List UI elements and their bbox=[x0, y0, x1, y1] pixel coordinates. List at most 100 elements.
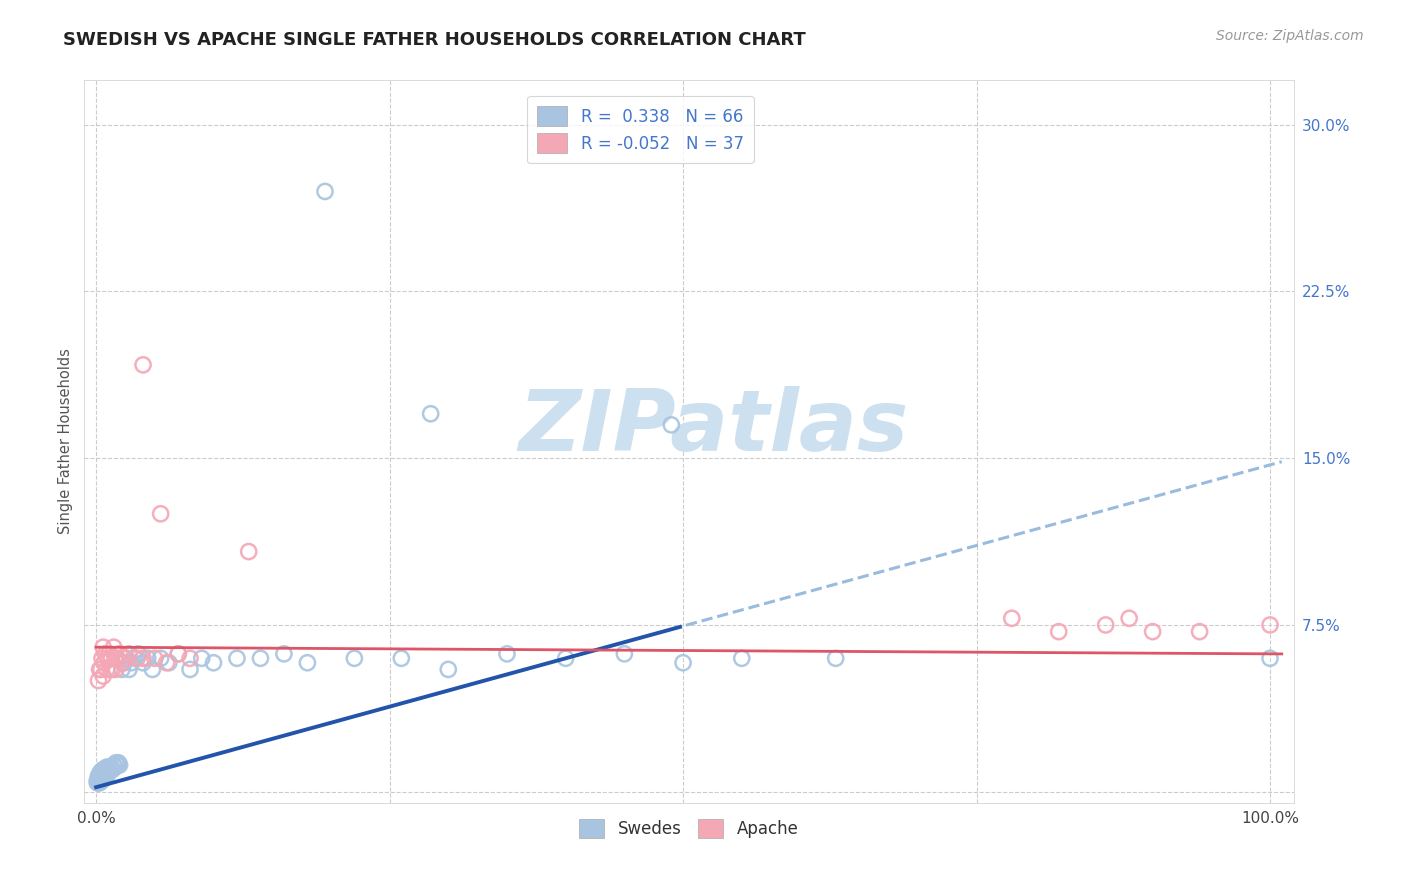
Point bbox=[108, 758, 131, 772]
Point bbox=[1258, 618, 1281, 632]
Point bbox=[89, 662, 111, 676]
Point bbox=[1001, 611, 1024, 625]
Text: Source: ZipAtlas.com: Source: ZipAtlas.com bbox=[1216, 29, 1364, 43]
Point bbox=[91, 773, 114, 788]
Point bbox=[202, 656, 225, 670]
Point bbox=[93, 763, 115, 777]
Text: SWEDISH VS APACHE SINGLE FATHER HOUSEHOLDS CORRELATION CHART: SWEDISH VS APACHE SINGLE FATHER HOUSEHOL… bbox=[63, 31, 806, 49]
Point bbox=[554, 651, 576, 665]
Point bbox=[190, 651, 212, 665]
Point bbox=[91, 764, 114, 779]
Point bbox=[496, 647, 519, 661]
Point bbox=[101, 763, 124, 777]
Point bbox=[238, 544, 260, 558]
Point bbox=[105, 756, 128, 770]
Point bbox=[91, 651, 114, 665]
Point bbox=[179, 651, 201, 665]
Point bbox=[91, 763, 114, 777]
Legend: Swedes, Apache: Swedes, Apache bbox=[572, 813, 806, 845]
Point bbox=[107, 756, 129, 770]
Point bbox=[314, 185, 336, 199]
Point bbox=[94, 769, 117, 783]
Point bbox=[90, 769, 112, 783]
Point bbox=[136, 651, 159, 665]
Point bbox=[97, 760, 120, 774]
Point bbox=[96, 767, 118, 781]
Point bbox=[104, 760, 127, 774]
Point bbox=[86, 773, 108, 788]
Point bbox=[1118, 611, 1140, 625]
Point bbox=[91, 772, 114, 786]
Point bbox=[87, 673, 110, 688]
Point bbox=[101, 662, 124, 676]
Point bbox=[94, 764, 117, 779]
Point bbox=[87, 769, 110, 783]
Y-axis label: Single Father Households: Single Father Households bbox=[58, 349, 73, 534]
Point bbox=[91, 669, 114, 683]
Point bbox=[167, 647, 190, 661]
Point bbox=[1258, 651, 1281, 665]
Point bbox=[167, 647, 190, 661]
Text: ZIPatlas: ZIPatlas bbox=[517, 385, 908, 468]
Point bbox=[124, 651, 146, 665]
Point bbox=[104, 651, 127, 665]
Point bbox=[120, 656, 142, 670]
Point bbox=[90, 764, 112, 779]
Point bbox=[103, 758, 125, 772]
Point bbox=[143, 651, 166, 665]
Point bbox=[343, 651, 366, 665]
Point bbox=[105, 662, 128, 676]
Point bbox=[613, 647, 636, 661]
Point bbox=[98, 763, 121, 777]
Point bbox=[114, 651, 136, 665]
Point bbox=[1047, 624, 1070, 639]
Point bbox=[89, 767, 111, 781]
Point bbox=[98, 764, 121, 779]
Point bbox=[105, 651, 128, 665]
Point bbox=[157, 656, 180, 670]
Point bbox=[100, 651, 122, 665]
Point bbox=[127, 647, 149, 661]
Point bbox=[98, 662, 121, 676]
Point bbox=[112, 656, 135, 670]
Point bbox=[226, 651, 249, 665]
Point bbox=[437, 662, 460, 676]
Point bbox=[87, 772, 110, 786]
Point bbox=[273, 647, 295, 661]
Point bbox=[149, 507, 172, 521]
Point bbox=[132, 358, 155, 372]
Point bbox=[127, 651, 149, 665]
Point bbox=[94, 647, 117, 661]
Point bbox=[118, 647, 141, 661]
Point bbox=[672, 656, 695, 670]
Point bbox=[155, 656, 177, 670]
Point bbox=[659, 417, 682, 432]
Point bbox=[141, 662, 163, 676]
Point bbox=[419, 407, 441, 421]
Point bbox=[149, 651, 172, 665]
Point bbox=[91, 767, 114, 781]
Point bbox=[249, 651, 271, 665]
Point bbox=[103, 640, 125, 655]
Point bbox=[824, 651, 846, 665]
Point bbox=[93, 656, 115, 670]
Point bbox=[389, 651, 412, 665]
Point bbox=[1142, 624, 1164, 639]
Point bbox=[98, 647, 121, 661]
Point bbox=[111, 656, 134, 670]
Point bbox=[89, 772, 111, 786]
Point bbox=[90, 773, 112, 788]
Point bbox=[731, 651, 754, 665]
Point bbox=[91, 769, 114, 783]
Point bbox=[108, 647, 131, 661]
Point bbox=[97, 651, 120, 665]
Point bbox=[86, 776, 108, 790]
Point bbox=[132, 651, 155, 665]
Point bbox=[297, 656, 319, 670]
Point bbox=[96, 662, 118, 676]
Point bbox=[93, 767, 115, 781]
Point bbox=[90, 662, 112, 676]
Point bbox=[111, 662, 134, 676]
Point bbox=[1094, 618, 1116, 632]
Point bbox=[97, 767, 120, 781]
